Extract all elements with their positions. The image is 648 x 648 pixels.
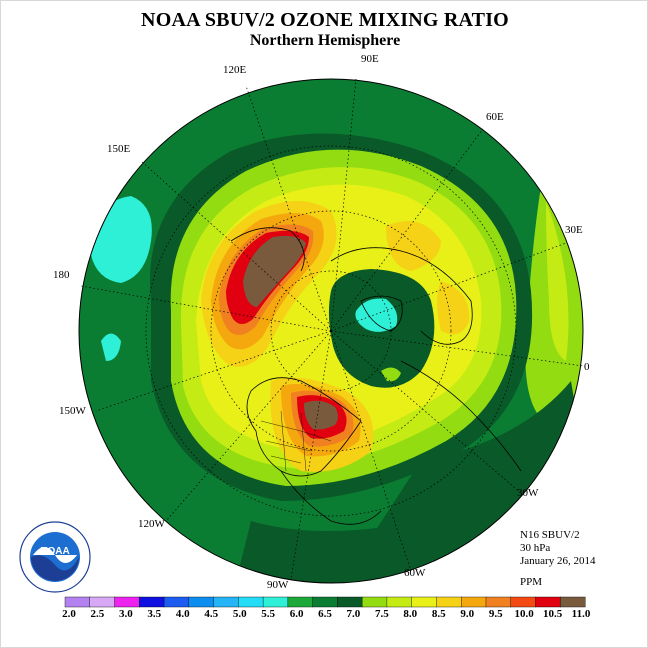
colorbar-tick-label: 3.5: [147, 608, 162, 620]
field-6.0-small: [101, 333, 121, 361]
colorbar-tick-label: 4.5: [204, 608, 219, 620]
colorbar-cell: [460, 596, 487, 608]
colorbar-cell: [386, 596, 413, 608]
meridian-label: 120W: [138, 518, 165, 530]
colorbar-cell: [436, 596, 462, 608]
colorbar-tick-label: 8.5: [431, 608, 446, 620]
field-8.0-east: [546, 201, 569, 361]
colorbar-cell: [139, 596, 165, 608]
meridian-label: 30E: [565, 224, 583, 236]
meridian-label: 150W: [59, 405, 86, 417]
field-11.0-west: [243, 235, 306, 307]
colorbar-tick-label: 10.5: [542, 608, 563, 620]
colorbar-cell: [188, 596, 215, 608]
field-9.0-north: [386, 221, 441, 271]
colorbar-tick-label: 2.5: [90, 608, 105, 620]
colorbar-tick-label: 4.0: [175, 608, 190, 620]
colorbar-tick-label: 6.5: [318, 608, 332, 620]
colorbar-cell: [114, 596, 140, 608]
colorbar-cell: [510, 596, 536, 608]
colorbar-cell: [262, 596, 289, 608]
meridian-label: 120E: [223, 64, 247, 76]
colorbar-tick-label: 9.5: [488, 608, 503, 620]
logo-text: NOAA: [40, 546, 69, 557]
meridian-label: 90W: [267, 579, 289, 591]
colorbar-cell: [312, 596, 338, 608]
map-border: [78, 78, 584, 584]
colorbar-tick-label: 7.0: [346, 608, 361, 620]
satellite-label: N16 SBUV/2: [520, 529, 580, 541]
colorbar-cell: [213, 596, 239, 608]
units-label: PPM: [520, 576, 543, 588]
colorbar-cell: [238, 596, 264, 608]
meridian-label: 60W: [404, 567, 426, 579]
coastlines: [230, 227, 522, 525]
state-boundaries: [260, 410, 332, 472]
colorbar-tick-label: 11.0: [571, 608, 591, 620]
date-label: January 26, 2014: [520, 555, 596, 567]
colorbar-tick-label: 10.0: [514, 608, 534, 620]
colorbar-tick-label: 9.0: [460, 608, 475, 620]
colorbar-tick-label: 5.0: [232, 608, 247, 620]
page-subtitle: Northern Hemisphere: [249, 32, 401, 49]
pressure-level-label: 30 hPa: [520, 542, 551, 554]
meridian-label: 90E: [361, 53, 379, 65]
meridian-label: 30W: [517, 487, 539, 499]
field-6.0-pole: [355, 298, 398, 332]
meridian-label: 60E: [486, 111, 504, 123]
meridian-label: 150E: [107, 143, 131, 155]
meridian-label: 180: [53, 269, 70, 281]
colorbar-cell: [89, 596, 116, 608]
colorbar-cell: [535, 596, 561, 608]
field-11.0-south: [304, 400, 338, 430]
colorbar-cell: [287, 596, 314, 608]
graticule: [80, 78, 584, 580]
colorbar-tick-label: 5.5: [261, 608, 275, 620]
colorbar-tick-label: 7.5: [375, 608, 389, 620]
colorbar-cell: [64, 596, 91, 608]
colorbar-cells: [64, 596, 586, 608]
noaa-logo: NOAA: [19, 521, 91, 593]
colorbar-tick-label: 6.0: [289, 608, 304, 620]
colorbar-tick-label: 8.0: [403, 608, 418, 620]
colorbar-cell: [337, 596, 363, 608]
colorbar-tick-label: 2.0: [62, 608, 76, 620]
colorbar-cell: [163, 596, 190, 608]
colorbar-tick-label: 3.0: [119, 608, 133, 620]
page-title: NOAA SBUV/2 OZONE MIXING RATIO: [141, 9, 509, 31]
colorbar-cell: [411, 596, 437, 608]
colorbar-cell: [560, 596, 586, 608]
meridian-label: 0: [584, 361, 590, 373]
colorbar-cell: [361, 596, 388, 608]
colorbar-cell: [485, 596, 512, 608]
